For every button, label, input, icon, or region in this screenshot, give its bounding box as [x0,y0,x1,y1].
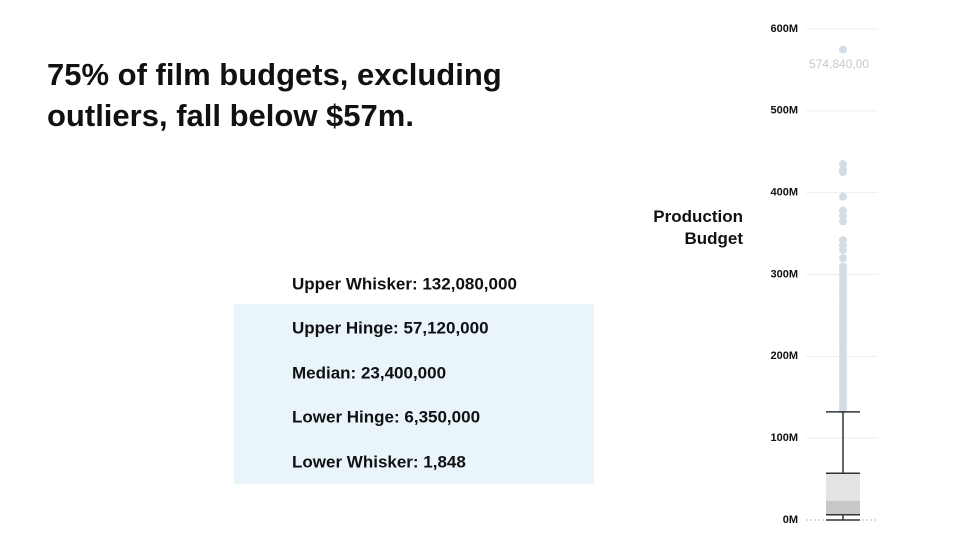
outlier-point [839,245,847,254]
outlier-point [839,192,847,201]
outlier-point [839,211,847,220]
summary-label: Upper Whisker: 132,080,000 [292,274,517,293]
y-tick-label: 500M [770,105,798,117]
outlier-annotation: 574,840,00 [809,57,869,71]
outlier-point [839,236,847,245]
slide-title: 75% of film budgets, excluding outliers,… [47,57,502,133]
y-tick-label: 600M [770,23,798,35]
y-tick-label: 0M [783,514,798,526]
outlier-point [839,217,847,226]
y-tick-label: 200M [770,350,798,362]
outlier-point [839,45,847,54]
summary-panel [234,304,594,484]
outlier-point [839,254,847,263]
summary-label: Lower Hinge: 6,350,000 [292,407,480,426]
summary-label: Median: 23,400,000 [292,363,446,382]
summary-label: Upper Hinge: 57,120,000 [292,318,489,337]
box-lower [826,500,860,515]
outlier-point [839,168,847,177]
y-tick-label: 300M [770,268,798,280]
y-axis-label: Production Budget [653,207,743,248]
y-tick-label: 400M [770,187,798,199]
y-tick-label: 100M [770,432,798,444]
outlier-point [839,160,847,169]
summary-label: Lower Whisker: 1,848 [292,452,466,471]
